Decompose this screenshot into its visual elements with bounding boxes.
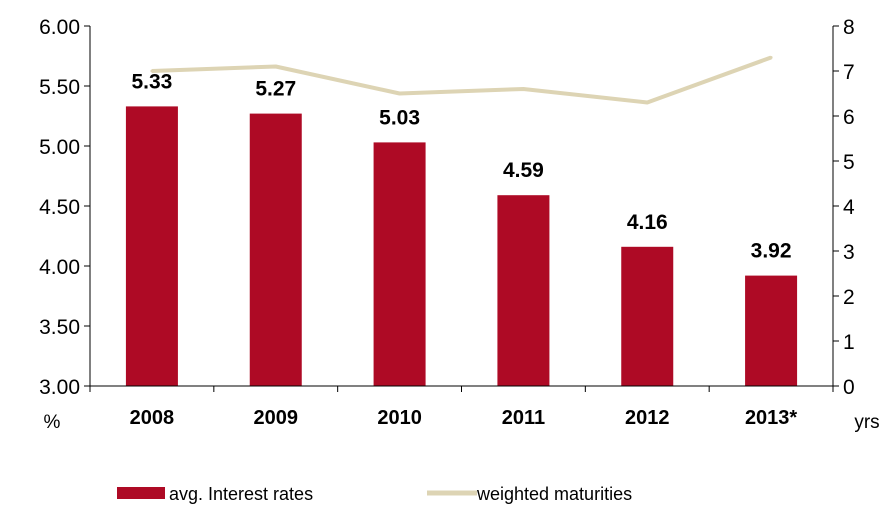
right-tick-label: 7 [843,61,855,84]
data-label: 3.92 [751,240,792,263]
bar-2012 [621,246,674,386]
line-series [150,55,773,105]
category-label: 2013* [745,407,797,429]
bar-2009 [249,113,302,386]
line-point-2009 [274,65,278,68]
left-tick-label: 5.50 [39,76,80,99]
data-label: 5.27 [255,78,296,101]
line-point-2012 [645,101,649,104]
left-tick-label: 3.50 [39,316,80,339]
legend-label-weighted-maturities: weighted maturities [476,484,632,504]
left-tick-label: 5.00 [39,136,80,159]
line-point-2013 [769,56,773,59]
right-tick-label: 3 [843,241,855,264]
right-tick-label: 5 [843,151,855,174]
line-weighted-maturities [151,55,772,105]
right-axis-unit: yrs [854,412,879,433]
bar-2013 [745,275,798,386]
data-label: 5.03 [379,106,420,129]
left-tick-label: 4.00 [39,256,80,279]
axes [89,26,834,387]
right-tick-label: 0 [843,376,855,399]
left-axis-ticks: 3.00 3.50 4.00 4.50 5.00 5.50 6.00 [39,16,90,399]
left-tick-label: 3.00 [39,376,80,399]
bar-2008 [125,106,178,387]
bar-series [125,106,798,387]
category-label: 2010 [377,407,422,429]
left-axis-unit: % [44,412,61,433]
right-tick-label: 4 [843,196,855,219]
category-label: 2012 [625,407,670,429]
right-axis-ticks: 0 1 2 3 4 5 6 7 8 [833,16,855,399]
bar-2010 [373,142,426,386]
line-point-2008 [150,69,154,73]
legend: avg. Interest rates weighted maturities [117,484,632,504]
category-label: 2011 [502,407,545,429]
data-label: 5.33 [131,70,172,93]
category-label: 2009 [254,407,299,429]
right-tick-label: 1 [843,331,855,354]
right-tick-label: 2 [843,286,855,309]
category-labels: 2008 2009 2010 2011 2012 2013* [89,386,834,429]
legend-label-interest-rates: avg. Interest rates [169,484,313,504]
right-tick-label: 6 [843,106,855,129]
left-tick-label: 6.00 [39,16,80,39]
data-label: 4.59 [503,159,544,182]
line-point-2011 [521,87,525,91]
category-label: 2008 [130,407,175,429]
legend-swatch-interest-rates [117,487,165,499]
data-labels: 5.33 5.27 5.03 4.59 4.16 3.92 [131,70,791,262]
line-point-2010 [398,92,402,95]
data-label: 4.16 [627,211,668,234]
bar-2011 [497,195,550,386]
left-tick-label: 4.50 [39,196,80,219]
right-tick-label: 8 [843,16,855,39]
